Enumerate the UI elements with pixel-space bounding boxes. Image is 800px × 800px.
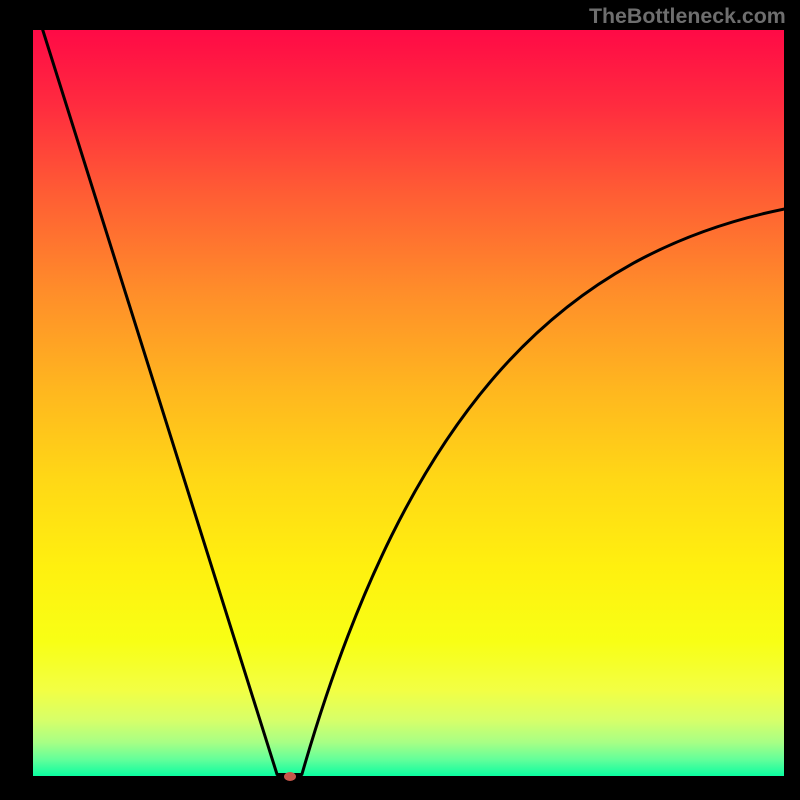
plot-area bbox=[33, 30, 784, 776]
bottleneck-curve bbox=[33, 30, 784, 776]
optimal-point-marker bbox=[284, 772, 296, 781]
chart-frame: TheBottleneck.com bbox=[0, 0, 800, 800]
watermark-text: TheBottleneck.com bbox=[589, 4, 786, 29]
